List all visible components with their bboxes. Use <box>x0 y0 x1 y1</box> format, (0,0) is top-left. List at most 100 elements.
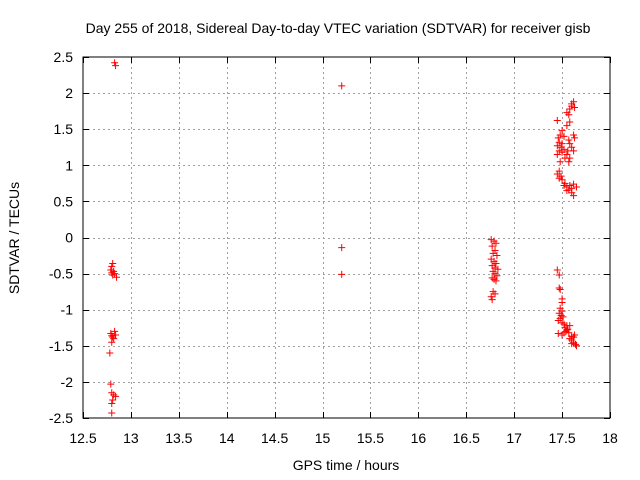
data-point <box>554 317 562 325</box>
data-point <box>565 158 573 166</box>
data-point <box>561 179 569 187</box>
data-point <box>571 104 579 112</box>
data-point <box>488 296 496 304</box>
data-point <box>487 236 495 244</box>
chart-title: Day 255 of 2018, Sidereal Day-to-day VTE… <box>86 20 591 36</box>
data-points <box>106 59 580 417</box>
data-point <box>568 340 576 348</box>
x-tick-label: 14 <box>219 430 235 446</box>
data-point <box>558 140 566 148</box>
data-point <box>112 331 120 339</box>
y-tick-labels: 2.5 2 1.5 1 0.5 0 -0.5 -1 -1.5 -2 -2.5 <box>49 49 73 426</box>
data-point <box>555 147 563 155</box>
x-tick-label: 18 <box>602 430 618 446</box>
data-point <box>570 131 578 139</box>
data-point <box>565 111 573 119</box>
data-point <box>571 134 579 142</box>
data-point <box>108 400 116 408</box>
data-point <box>555 284 563 292</box>
data-point <box>563 187 571 195</box>
data-point <box>487 293 495 301</box>
data-point <box>563 150 571 158</box>
y-tick-label: -2.5 <box>49 410 73 426</box>
data-point <box>563 122 571 130</box>
data-point <box>558 127 566 135</box>
y-tick-label: -2 <box>61 374 74 390</box>
grid-lines <box>83 57 610 418</box>
y-tick-label: -1 <box>61 302 74 318</box>
data-point <box>572 340 580 348</box>
data-point <box>109 396 117 404</box>
data-point <box>553 142 561 150</box>
data-point <box>493 252 501 260</box>
data-point <box>554 330 562 338</box>
data-point <box>109 259 117 267</box>
data-point <box>111 327 119 335</box>
y-tick-label: 0 <box>65 230 73 246</box>
data-point <box>338 270 346 278</box>
y-axis-label: SDTVAR / TECUs <box>6 182 22 294</box>
data-point <box>570 192 578 200</box>
data-point <box>558 331 566 339</box>
data-point <box>558 148 566 156</box>
x-tick-label: 13.5 <box>165 430 192 446</box>
data-point <box>553 117 561 125</box>
data-point <box>106 349 114 357</box>
data-point <box>553 170 561 178</box>
data-point <box>112 62 120 70</box>
y-tick-label: 0.5 <box>54 193 74 209</box>
data-point <box>560 320 568 328</box>
data-point <box>107 266 115 274</box>
data-point <box>568 100 576 108</box>
data-point <box>566 118 574 126</box>
data-point <box>556 285 564 293</box>
data-point <box>107 380 115 388</box>
data-point <box>566 140 574 148</box>
data-point <box>570 147 578 155</box>
data-point <box>572 342 580 350</box>
y-tick-label: 2.5 <box>54 49 74 65</box>
axis-ticks <box>83 57 611 419</box>
data-point <box>560 132 568 140</box>
data-point <box>571 331 579 339</box>
y-tick-label: 1 <box>65 157 73 173</box>
data-point <box>554 134 562 142</box>
data-point <box>559 313 567 321</box>
y-tick-label: -1.5 <box>49 338 73 354</box>
plot-border <box>82 56 611 419</box>
data-point <box>112 392 120 400</box>
data-point <box>555 138 563 146</box>
data-point <box>553 266 561 274</box>
data-point <box>110 335 118 343</box>
data-point <box>111 59 119 67</box>
x-tick-label: 17.5 <box>548 430 575 446</box>
x-axis-label: GPS time / hours <box>293 457 400 473</box>
data-point <box>492 259 500 267</box>
y-tick-label: 2 <box>65 85 73 101</box>
x-tick-label: 17 <box>506 430 522 446</box>
data-point <box>568 143 576 151</box>
data-point <box>489 249 497 257</box>
x-tick-label: 15.5 <box>357 430 384 446</box>
x-tick-label: 14.5 <box>261 430 288 446</box>
x-tick-label: 16 <box>411 430 427 446</box>
x-tick-label: 13 <box>123 430 139 446</box>
y-tick-label: -0.5 <box>49 266 73 282</box>
data-point <box>555 174 563 182</box>
data-point <box>109 271 117 279</box>
y-tick-label: 1.5 <box>54 121 74 137</box>
data-point <box>338 244 346 252</box>
x-tick-label: 12.5 <box>69 430 96 446</box>
x-tick-labels: 12.5 13 13.5 14 14.5 15 15.5 16 16.5 17 17.5 18 <box>69 430 618 446</box>
data-point <box>493 272 501 280</box>
data-point <box>108 409 116 417</box>
data-point <box>566 154 574 162</box>
data-point <box>558 298 566 306</box>
data-point <box>565 136 573 144</box>
data-point <box>572 183 580 191</box>
data-point <box>570 180 578 188</box>
data-point <box>492 277 500 285</box>
data-point <box>558 176 566 184</box>
data-point <box>492 239 500 247</box>
